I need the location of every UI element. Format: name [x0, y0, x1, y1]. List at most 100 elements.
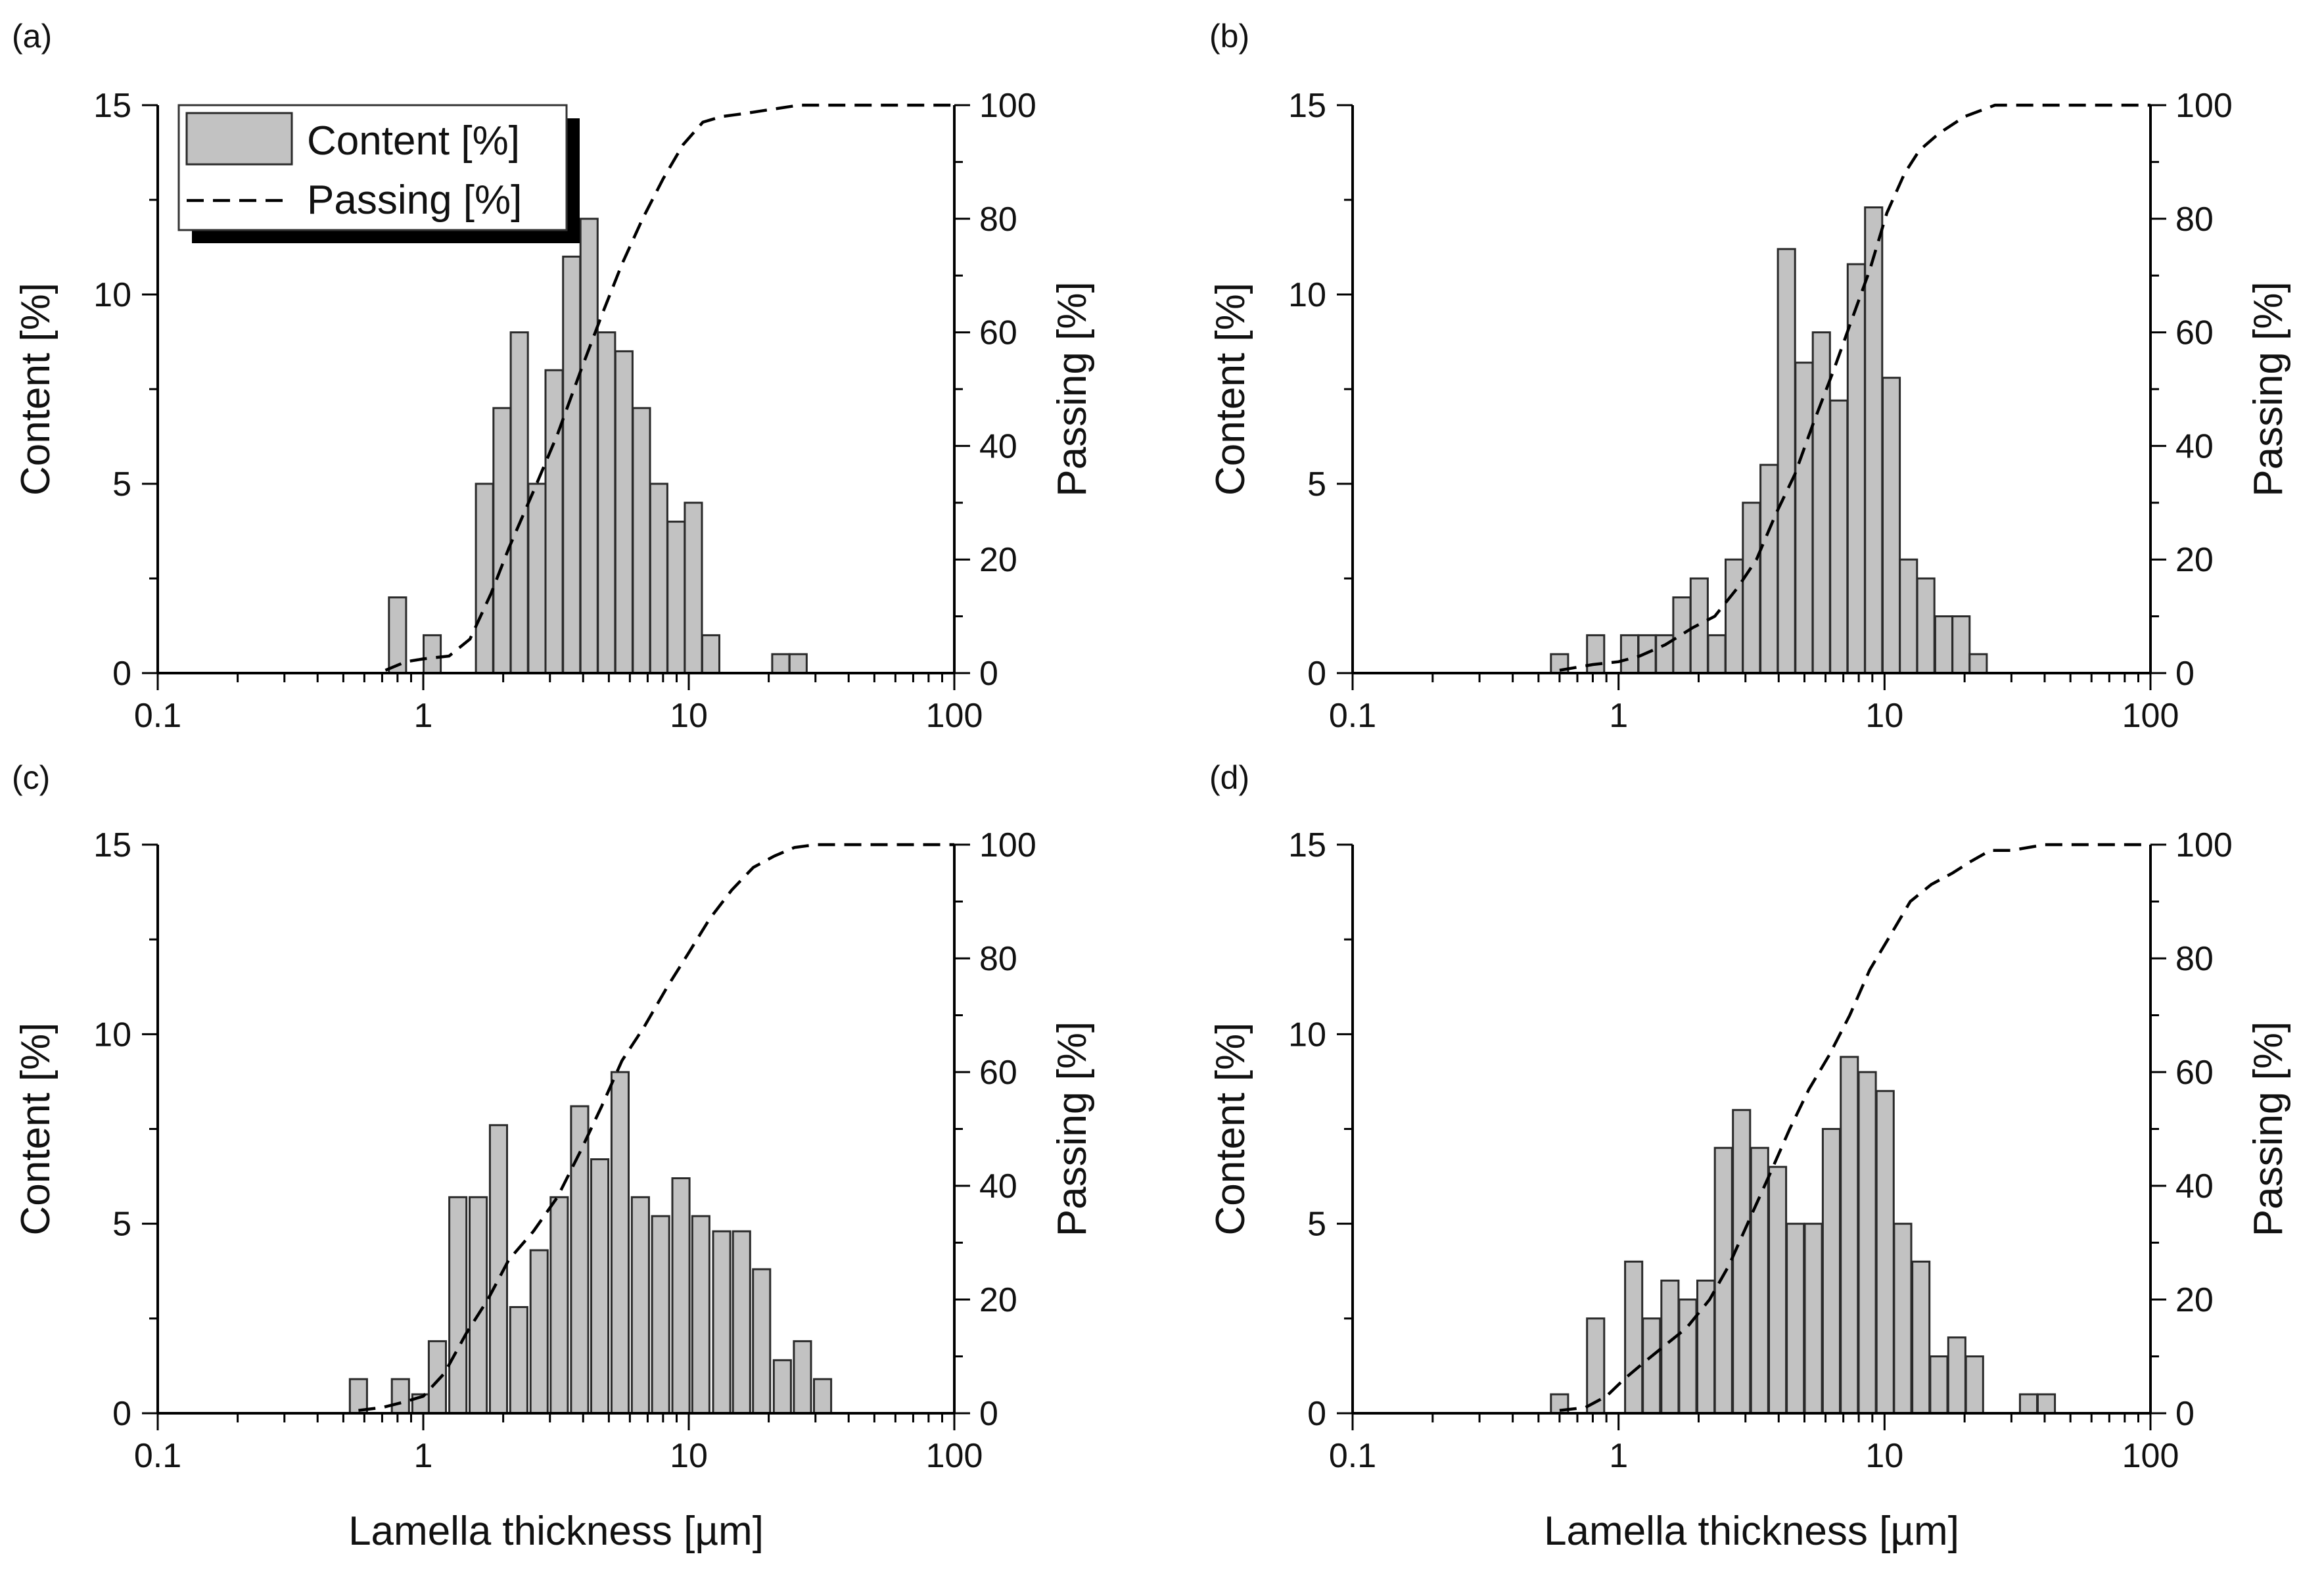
content-bar	[712, 1230, 732, 1415]
y-tick-label: 15	[1288, 826, 1326, 864]
y2-tick-label: 60	[2175, 1054, 2214, 1092]
x-tick-label: 1	[414, 697, 433, 735]
y2-tick-label: 60	[979, 1054, 1017, 1092]
content-bar	[1586, 634, 1606, 674]
y2-axis-title: Passing [%]	[1050, 281, 1095, 496]
x-axis-title: Lamella thickness [µm]	[348, 1509, 764, 1554]
y-tick-label: 5	[112, 465, 131, 504]
y2-tick-label: 100	[979, 87, 1036, 125]
y-tick-label: 15	[93, 87, 131, 125]
y-tick-label: 10	[1288, 1016, 1326, 1054]
content-bar	[544, 369, 564, 674]
y-tick-label: 5	[1307, 465, 1326, 504]
content-bar	[427, 1340, 448, 1415]
panel-label: (c)	[12, 759, 50, 796]
content-bar	[752, 1268, 772, 1415]
content-bar	[1777, 248, 1796, 674]
content-bar	[475, 482, 494, 674]
content-bar	[529, 1249, 549, 1415]
x-tick-label: 10	[1865, 697, 1903, 735]
x-tick-label: 1	[1609, 697, 1628, 735]
y2-tick-label: 20	[979, 541, 1017, 579]
content-bar	[570, 1105, 590, 1415]
content-bar	[348, 1378, 368, 1415]
y-tick-label: 0	[1307, 655, 1326, 693]
y-tick-label: 10	[93, 1016, 131, 1054]
content-bar	[469, 1196, 488, 1415]
x-tick-label: 10	[670, 697, 708, 735]
y-tick-label: 5	[112, 1206, 131, 1244]
content-bar	[1707, 634, 1727, 674]
chart-panel-b: (b) 0.1 1 10 100 0 5 10 15 0 20 40 60 80 100 Content [%…	[1208, 18, 2291, 735]
content-bar	[597, 331, 616, 674]
y-tick-label: 10	[93, 276, 131, 314]
content-bar	[527, 482, 547, 674]
content-bar	[509, 331, 529, 674]
content-bar	[1713, 1146, 1733, 1415]
x-tick-label: 10	[1865, 1437, 1903, 1475]
x-tick-label: 1	[1609, 1437, 1628, 1475]
y2-tick-label: 40	[979, 1167, 1017, 1206]
y2-tick-label: 60	[2175, 314, 2214, 352]
content-bar	[793, 1340, 812, 1415]
y2-tick-label: 80	[2175, 940, 2214, 978]
legend-label-passing: Passing [%]	[307, 177, 522, 223]
content-bar	[1768, 1165, 1788, 1415]
y2-tick-label: 40	[979, 427, 1017, 465]
y-tick-label: 0	[1307, 1395, 1326, 1433]
x-tick-label: 0.1	[1329, 697, 1376, 735]
y2-tick-label: 0	[2175, 1395, 2195, 1433]
panel-label: (b)	[1209, 18, 1249, 55]
content-bar	[579, 218, 599, 674]
content-bar	[1899, 558, 1918, 674]
y-axis-title: Content [%]	[1208, 283, 1253, 496]
content-bar	[1660, 1279, 1680, 1415]
content-bar	[1619, 634, 1639, 674]
y2-tick-label: 0	[2175, 655, 2195, 693]
content-bar	[1882, 377, 1901, 674]
y2-axis-title: Passing [%]	[1050, 1021, 1095, 1236]
content-bar	[701, 634, 721, 674]
y-tick-label: 0	[112, 655, 131, 693]
content-bar	[1893, 1223, 1913, 1415]
passing-curve	[1559, 843, 2150, 1412]
content-bar	[684, 502, 703, 674]
content-bar	[771, 653, 791, 674]
y2-tick-label: 20	[979, 1281, 1017, 1319]
content-bar	[691, 1215, 710, 1415]
content-bar	[671, 1177, 691, 1415]
y-axis-title: Content [%]	[13, 283, 58, 496]
content-bar	[649, 482, 668, 674]
content-bar	[1642, 1317, 1662, 1415]
x-tick-label: 100	[2122, 697, 2179, 735]
panel-label: (d)	[1209, 759, 1249, 796]
y2-tick-label: 100	[2175, 87, 2233, 125]
content-bar	[1857, 1071, 1877, 1415]
passing-curve	[358, 843, 954, 1412]
content-bar	[1829, 399, 1849, 674]
content-bar	[630, 1196, 650, 1415]
content-bar	[772, 1359, 792, 1415]
content-bar	[1732, 1109, 1752, 1415]
y-tick-label: 0	[112, 1395, 131, 1433]
content-bar	[1750, 1146, 1769, 1415]
content-bar	[1964, 1355, 1984, 1415]
y-tick-label: 10	[1288, 276, 1326, 314]
y-axis-title: Content [%]	[1208, 1023, 1253, 1236]
y-tick-label: 5	[1307, 1206, 1326, 1244]
y-tick-label: 15	[1288, 87, 1326, 125]
panel-label: (a)	[12, 18, 52, 55]
content-bar	[1929, 1355, 1949, 1415]
content-bar	[1840, 1056, 1859, 1415]
x-tick-label: 100	[926, 697, 983, 735]
content-bar	[610, 1071, 630, 1415]
x-tick-label: 100	[2122, 1437, 2179, 1475]
content-bar	[1742, 502, 1761, 674]
content-bar	[1624, 1260, 1644, 1415]
y2-tick-label: 100	[979, 826, 1036, 864]
y2-tick-label: 40	[2175, 1167, 2214, 1206]
content-bar	[1864, 206, 1884, 674]
legend: Content [%] Passing [%]	[177, 104, 580, 243]
content-bar	[1696, 1279, 1716, 1415]
content-bar	[1951, 615, 1971, 674]
